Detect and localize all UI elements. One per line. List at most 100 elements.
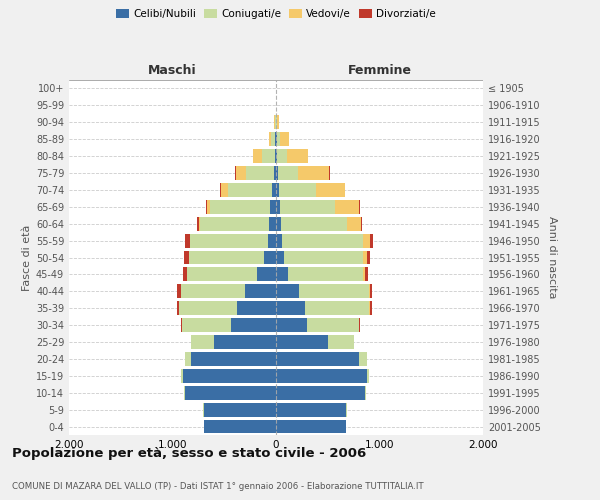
Bar xyxy=(276,183,278,197)
Bar xyxy=(268,234,276,247)
Bar xyxy=(189,250,276,264)
Bar xyxy=(276,166,278,180)
Bar xyxy=(187,268,276,281)
Bar xyxy=(276,352,359,366)
Bar xyxy=(203,420,276,434)
Bar xyxy=(276,183,345,197)
Bar xyxy=(220,183,276,197)
Bar xyxy=(276,420,346,434)
Bar xyxy=(269,217,276,230)
Bar xyxy=(276,183,346,197)
Bar xyxy=(182,318,276,332)
Text: Femmine: Femmine xyxy=(347,64,412,78)
Bar xyxy=(276,250,367,264)
Bar xyxy=(214,335,276,349)
Bar xyxy=(276,250,363,264)
Bar xyxy=(276,217,362,230)
Bar xyxy=(276,386,365,400)
Bar xyxy=(203,402,276,416)
Bar xyxy=(270,200,276,213)
Bar xyxy=(276,318,360,332)
Bar xyxy=(276,335,353,349)
Bar xyxy=(179,302,276,315)
Bar xyxy=(276,149,308,163)
Bar xyxy=(183,369,276,383)
Bar xyxy=(245,284,276,298)
Y-axis label: Fasce di età: Fasce di età xyxy=(22,224,32,290)
Bar xyxy=(276,217,281,230)
Text: Popolazione per età, sesso e stato civile - 2006: Popolazione per età, sesso e stato civil… xyxy=(12,448,366,460)
Bar xyxy=(276,352,367,366)
Bar xyxy=(199,217,276,230)
Bar xyxy=(276,200,335,213)
Bar xyxy=(253,149,276,163)
Bar xyxy=(184,386,276,400)
Bar xyxy=(185,234,276,247)
Bar xyxy=(200,217,276,230)
Bar xyxy=(276,402,347,416)
Bar xyxy=(276,302,370,315)
Bar xyxy=(181,284,276,298)
Bar xyxy=(181,369,276,383)
Bar xyxy=(276,335,355,349)
Bar xyxy=(184,386,276,400)
Bar xyxy=(275,149,276,163)
Bar xyxy=(276,302,369,315)
Bar xyxy=(187,268,276,281)
Bar xyxy=(271,132,276,146)
Bar xyxy=(276,149,308,163)
Bar xyxy=(276,116,279,129)
Bar xyxy=(276,386,365,400)
Bar xyxy=(184,250,276,264)
Bar xyxy=(276,268,289,281)
Bar xyxy=(276,268,368,281)
Bar xyxy=(253,149,276,163)
Bar xyxy=(257,268,276,281)
Bar xyxy=(276,402,347,416)
Bar xyxy=(276,200,360,213)
Bar xyxy=(203,420,276,434)
Bar xyxy=(276,166,298,180)
Bar xyxy=(276,335,354,349)
Bar xyxy=(276,386,365,400)
Bar xyxy=(276,217,361,230)
Bar xyxy=(275,116,276,129)
Bar xyxy=(276,352,367,366)
Bar xyxy=(185,352,276,366)
Bar xyxy=(181,318,276,332)
Bar xyxy=(276,369,367,383)
Bar xyxy=(276,284,372,298)
Bar xyxy=(276,318,307,332)
Bar xyxy=(276,318,359,332)
Bar xyxy=(276,420,346,434)
Y-axis label: Anni di nascita: Anni di nascita xyxy=(547,216,557,298)
Bar xyxy=(191,352,276,366)
Bar xyxy=(181,369,276,383)
Bar xyxy=(276,352,367,366)
Bar xyxy=(269,132,276,146)
Bar xyxy=(181,284,276,298)
Bar xyxy=(276,268,363,281)
Bar xyxy=(203,420,276,434)
Bar xyxy=(276,369,369,383)
Bar xyxy=(276,132,289,146)
Bar xyxy=(197,217,276,230)
Bar xyxy=(276,302,372,315)
Bar xyxy=(276,302,305,315)
Bar xyxy=(276,284,299,298)
Bar xyxy=(276,386,365,400)
Bar xyxy=(181,369,276,383)
Bar xyxy=(203,402,276,416)
Bar xyxy=(182,268,276,281)
Bar xyxy=(179,302,276,315)
Bar xyxy=(276,234,282,247)
Bar xyxy=(276,318,359,332)
Bar xyxy=(190,234,276,247)
Bar xyxy=(276,166,330,180)
Bar xyxy=(276,234,373,247)
Bar xyxy=(276,116,277,129)
Bar xyxy=(276,200,280,213)
Bar xyxy=(276,335,328,349)
Bar xyxy=(178,284,276,298)
Text: COMUNE DI MAZARA DEL VALLO (TP) - Dati ISTAT 1° gennaio 2006 - Elaborazione TUTT: COMUNE DI MAZARA DEL VALLO (TP) - Dati I… xyxy=(12,482,424,491)
